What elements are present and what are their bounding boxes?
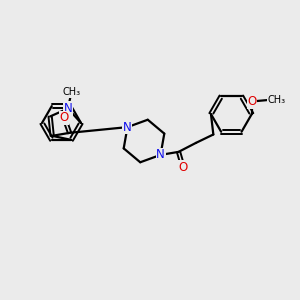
Text: N: N (123, 121, 132, 134)
Text: O: O (247, 95, 256, 108)
Text: N: N (64, 102, 72, 115)
Text: N: N (156, 148, 165, 161)
Text: CH₃: CH₃ (268, 95, 286, 105)
Text: O: O (60, 111, 69, 124)
Text: O: O (178, 161, 188, 174)
Text: CH₃: CH₃ (62, 87, 80, 98)
